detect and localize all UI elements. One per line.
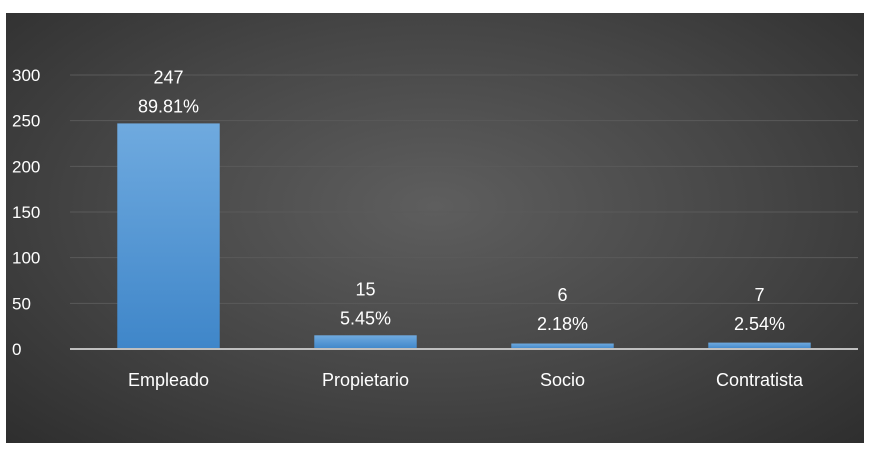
data-label-percent: 89.81% — [138, 96, 199, 116]
x-tick-label: Socio — [540, 370, 585, 390]
data-labels: 247 89.81% 15 5.45% 6 2.18% 7 2.54% — [138, 67, 785, 334]
y-axis: 0 50 100 150 200 250 300 — [12, 66, 40, 359]
y-tick-label: 250 — [12, 112, 40, 131]
bar-socio — [511, 343, 614, 349]
data-label-percent: 2.18% — [537, 314, 588, 334]
data-label-value: 15 — [355, 279, 375, 299]
bar-empleado — [117, 123, 220, 349]
bar-contratista — [708, 342, 811, 349]
data-label-value: 7 — [754, 285, 764, 305]
bars — [117, 123, 811, 349]
data-label-value: 247 — [153, 67, 183, 87]
x-tick-label: Empleado — [128, 370, 209, 390]
x-axis: Empleado Propietario Socio Contratista — [128, 370, 804, 390]
y-tick-label: 150 — [12, 203, 40, 222]
data-label-percent: 2.54% — [734, 314, 785, 334]
data-label-value: 6 — [557, 285, 567, 305]
data-label-percent: 5.45% — [340, 308, 391, 328]
x-tick-label: Contratista — [716, 370, 804, 390]
y-tick-label: 300 — [12, 66, 40, 85]
x-tick-label: Propietario — [322, 370, 409, 390]
bar-propietario — [314, 335, 417, 349]
y-tick-label: 200 — [12, 157, 40, 176]
y-tick-label: 0 — [12, 340, 21, 359]
y-tick-label: 50 — [12, 294, 31, 313]
y-tick-label: 100 — [12, 249, 40, 268]
